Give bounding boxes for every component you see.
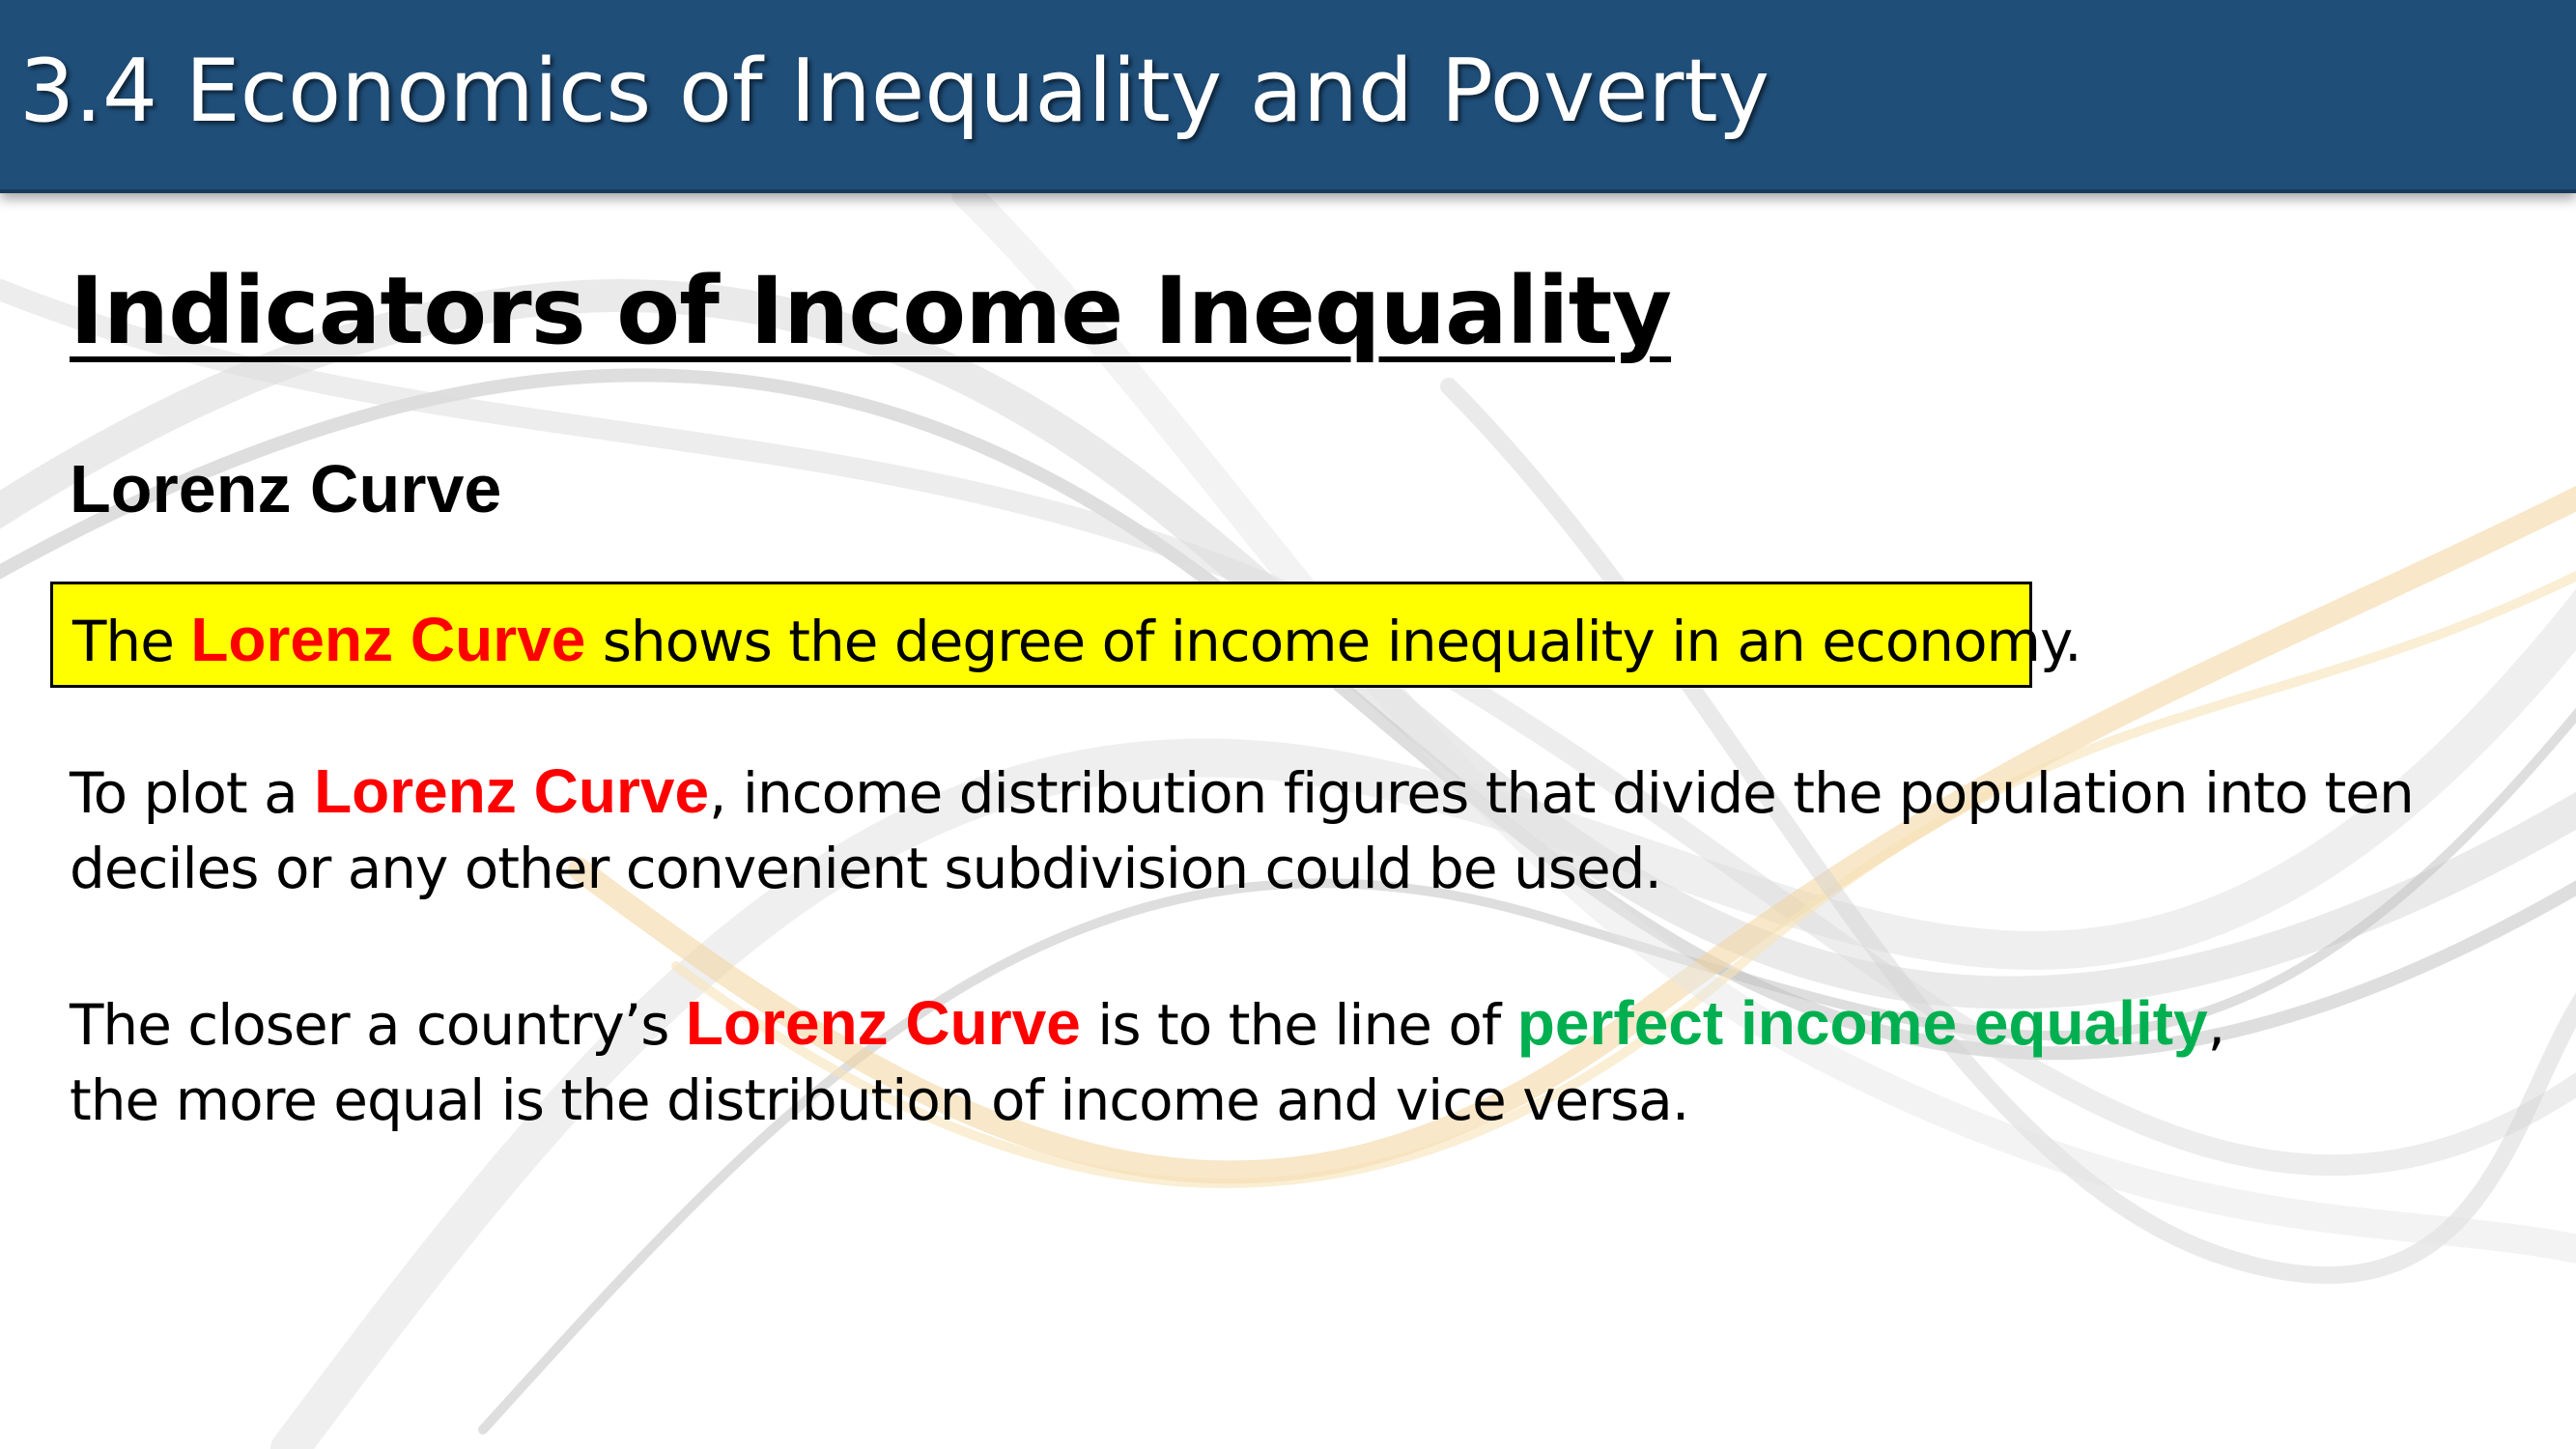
definition-text: The Lorenz Curve shows the degree of inc… — [72, 604, 2082, 675]
subheading: Lorenz Curve — [70, 451, 502, 526]
paragraph-plotting-rest: , income distribution figures that divid… — [709, 760, 2415, 826]
title-bar: 3.4 Economics of Inequality and Poverty — [0, 0, 2576, 193]
paragraph-plotting: To plot a Lorenz Curve, income distribut… — [70, 753, 2415, 906]
paragraph-equality-line-2: the more equal is the distribution of in… — [70, 1067, 1689, 1133]
paragraph-equality-green-term: perfect income equality — [1516, 988, 2208, 1058]
paragraph-equality-comma: , — [2207, 992, 2225, 1058]
definition-box: The Lorenz Curve shows the degree of inc… — [50, 582, 2082, 688]
paragraph-equality-line-1: The closer a country’s Lorenz Curve is t… — [70, 985, 2225, 1063]
paragraph-plotting-term: Lorenz Curve — [314, 756, 710, 826]
definition-prefix: The — [72, 609, 191, 674]
definition-term: Lorenz Curve — [190, 605, 586, 674]
paragraph-equality: The closer a country’s Lorenz Curve is t… — [70, 985, 2225, 1138]
paragraph-equality-term: Lorenz Curve — [685, 988, 1081, 1058]
paragraph-plotting-line-1: To plot a Lorenz Curve, income distribut… — [70, 753, 2415, 831]
paragraph-plotting-prefix: To plot a — [70, 760, 315, 826]
slide-title: 3.4 Economics of Inequality and Poverty — [19, 41, 1769, 142]
definition-suffix: shows the degree of income inequality in… — [585, 609, 2082, 674]
paragraph-equality-prefix: The closer a country’s — [70, 992, 686, 1058]
section-heading: Indicators of Income Inequality — [70, 257, 1672, 365]
paragraph-plotting-line-2: deciles or any other convenient subdivis… — [70, 836, 1662, 901]
paragraph-equality-middle: is to the line of — [1080, 992, 1517, 1058]
